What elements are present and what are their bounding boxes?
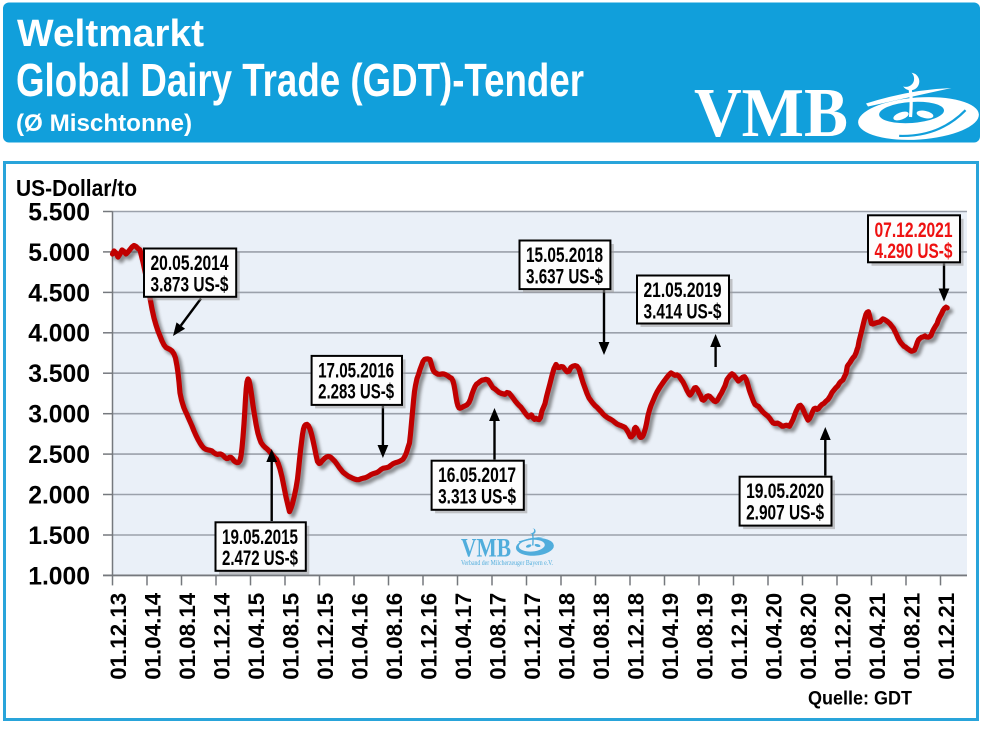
svg-text:4.290 US-$: 4.290 US-$: [875, 240, 953, 263]
svg-text:21.05.2019: 21.05.2019: [644, 279, 722, 302]
svg-text:2.500: 2.500: [28, 442, 90, 469]
svg-text:01.12.13: 01.12.13: [106, 593, 131, 680]
svg-text:01.12.14: 01.12.14: [210, 592, 235, 680]
svg-text:2.000: 2.000: [28, 482, 90, 509]
svg-text:01.04.19: 01.04.19: [658, 593, 683, 680]
svg-text:01.12.15: 01.12.15: [313, 593, 338, 680]
svg-text:US-Dollar/to: US-Dollar/to: [16, 175, 137, 201]
svg-text:Weltmarkt: Weltmarkt: [17, 13, 204, 55]
svg-text:19.05.2020: 19.05.2020: [746, 480, 824, 503]
svg-text:01.08.17: 01.08.17: [486, 593, 511, 680]
svg-text:3.414 US-$: 3.414 US-$: [644, 300, 722, 323]
svg-text:1.000: 1.000: [28, 563, 90, 590]
svg-text:VMB: VMB: [461, 534, 511, 563]
svg-text:3.500: 3.500: [28, 361, 90, 388]
svg-text:01.04.16: 01.04.16: [348, 593, 373, 680]
svg-text:4.000: 4.000: [28, 321, 90, 348]
svg-text:01.12.17: 01.12.17: [520, 593, 545, 680]
svg-text:01.08.14: 01.08.14: [175, 592, 200, 680]
svg-text:5.000: 5.000: [28, 240, 90, 267]
svg-text:01.12.16: 01.12.16: [417, 593, 442, 680]
svg-text:2.907 US-$: 2.907 US-$: [746, 502, 824, 525]
svg-text:3.000: 3.000: [28, 402, 90, 429]
svg-text:Global Dairy Trade (GDT)-Tende: Global Dairy Trade (GDT)-Tender: [16, 54, 584, 106]
svg-text:01.08.19: 01.08.19: [693, 593, 718, 680]
svg-text:15.05.2018: 15.05.2018: [526, 244, 603, 267]
svg-text:01.08.20: 01.08.20: [796, 593, 821, 680]
svg-text:Quelle: GDT: Quelle: GDT: [808, 688, 912, 710]
svg-text:01.12.21: 01.12.21: [934, 593, 959, 680]
svg-text:4.500: 4.500: [28, 280, 90, 307]
svg-text:2.283 US-$: 2.283 US-$: [318, 381, 394, 404]
svg-text:5.500: 5.500: [28, 199, 90, 226]
svg-text:2.472 US-$: 2.472 US-$: [222, 547, 298, 570]
svg-text:01.04.20: 01.04.20: [762, 593, 787, 680]
svg-text:07.12.2021: 07.12.2021: [875, 219, 953, 242]
svg-text:01.04.15: 01.04.15: [244, 593, 269, 680]
svg-text:01.04.18: 01.04.18: [555, 593, 580, 680]
svg-text:1.500: 1.500: [28, 523, 90, 550]
svg-text:16.05.2017: 16.05.2017: [438, 464, 516, 487]
svg-text:01.12.18: 01.12.18: [624, 593, 649, 680]
svg-text:19.05.2015: 19.05.2015: [222, 526, 298, 549]
svg-text:Verband der Milcherzeuger Baye: Verband der Milcherzeuger Bayern e.V.: [461, 558, 553, 567]
svg-text:17.05.2016: 17.05.2016: [318, 359, 394, 382]
svg-text:3.313 US-$: 3.313 US-$: [438, 486, 516, 509]
svg-text:3.637 US-$: 3.637 US-$: [526, 265, 603, 288]
svg-text:01.04.14: 01.04.14: [141, 592, 166, 680]
svg-text:(Ø Mischtonne): (Ø Mischtonne): [16, 110, 192, 137]
svg-text:01.12.20: 01.12.20: [831, 593, 856, 680]
svg-text:01.08.18: 01.08.18: [589, 593, 614, 680]
svg-text:VMB: VMB: [694, 75, 848, 152]
svg-text:01.04.21: 01.04.21: [865, 593, 890, 680]
svg-text:01.08.16: 01.08.16: [382, 593, 407, 680]
svg-text:3.873 US-$: 3.873 US-$: [151, 273, 229, 296]
svg-text:01.08.21: 01.08.21: [900, 593, 925, 680]
svg-text:20.05.2014: 20.05.2014: [151, 252, 229, 275]
svg-text:01.12.19: 01.12.19: [727, 593, 752, 680]
svg-text:01.04.17: 01.04.17: [451, 593, 476, 680]
svg-text:01.08.15: 01.08.15: [279, 593, 304, 680]
